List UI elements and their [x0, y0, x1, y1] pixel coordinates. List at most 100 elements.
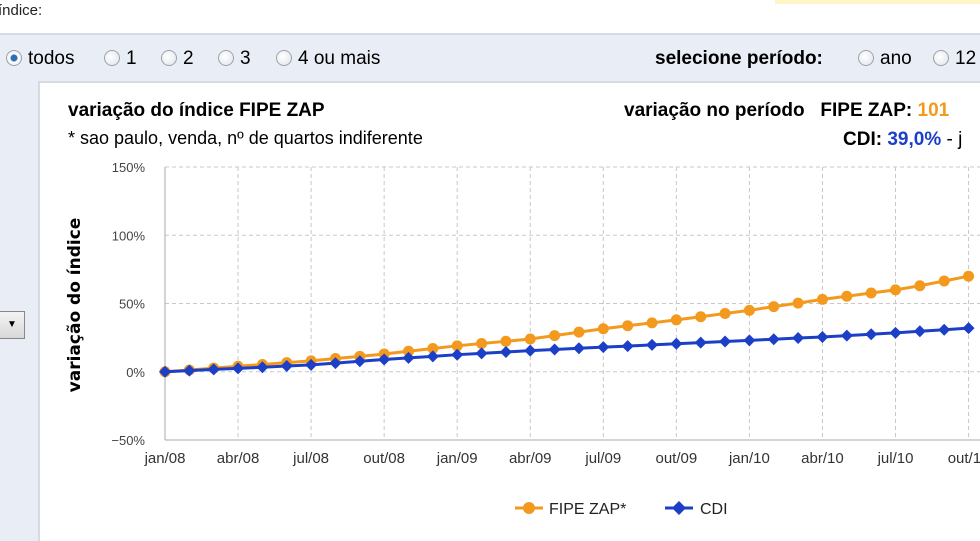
- x-tick-label: out/09: [655, 450, 697, 467]
- x-tick-label: out/08: [363, 450, 405, 467]
- series-line-fipe-zap: [164, 274, 969, 374]
- radio-label: 3: [240, 48, 251, 69]
- radio-todos[interactable]: todos: [6, 48, 74, 70]
- data-point-cdi: [280, 360, 293, 373]
- data-point-fipe-zap: [549, 330, 561, 342]
- data-point-fipe-zap: [768, 301, 780, 313]
- notice-strip: [775, 0, 980, 4]
- data-point-cdi: [499, 345, 512, 358]
- data-point-cdi: [353, 355, 366, 368]
- data-point-cdi: [962, 322, 975, 335]
- data-point-cdi: [646, 338, 658, 351]
- period-variation-label: variação no período: [624, 100, 805, 121]
- data-point-cdi: [232, 362, 245, 375]
- radio-label: 4 ou mais: [298, 48, 381, 69]
- x-tick-label: jan/10: [728, 450, 770, 467]
- data-point-fipe-zap: [890, 284, 901, 296]
- y-tick-label: 100%: [112, 228, 146, 243]
- data-point-cdi: [402, 351, 415, 364]
- x-tick-label: jan/09: [436, 450, 478, 467]
- data-point-fipe-zap: [476, 337, 488, 349]
- chart-title: variação do índice FIPE ZAP: [68, 100, 325, 121]
- radio-label: 2: [183, 48, 194, 69]
- dropdown-button[interactable]: ▼: [0, 311, 25, 339]
- sidebar: ▼: [0, 81, 40, 541]
- data-point-cdi: [426, 350, 439, 363]
- radio-icon[interactable]: [858, 50, 874, 66]
- data-point-fipe-zap: [622, 320, 634, 332]
- filter-bar: todos 1 2 3 4 ou mais selecione período:…: [0, 33, 980, 83]
- y-tick-label: 150%: [112, 160, 146, 175]
- radio-icon[interactable]: [933, 50, 949, 66]
- data-point-fipe-zap: [695, 311, 707, 323]
- data-point-cdi: [670, 337, 683, 350]
- data-point-cdi: [597, 341, 610, 354]
- radio-label: todos: [28, 48, 75, 69]
- x-tick-label: jan/08: [144, 450, 186, 467]
- data-point-cdi: [524, 344, 537, 357]
- data-point-cdi: [719, 335, 732, 348]
- data-point-fipe-zap: [841, 290, 853, 302]
- data-point-cdi: [451, 348, 464, 361]
- data-point-cdi: [548, 343, 561, 356]
- radio-icon[interactable]: [161, 50, 177, 66]
- index-label: índice:: [0, 2, 43, 19]
- data-point-fipe-zap: [646, 317, 658, 329]
- data-point-cdi: [159, 365, 171, 378]
- radio-icon[interactable]: [104, 50, 120, 66]
- radio-1[interactable]: 1: [104, 48, 137, 70]
- data-point-cdi: [694, 336, 707, 349]
- data-point-cdi: [378, 353, 391, 366]
- legend-marker-cdi: [672, 501, 686, 515]
- data-point-cdi: [792, 332, 805, 345]
- legend-label-cdi: CDI: [700, 501, 728, 518]
- data-point-cdi: [475, 347, 488, 360]
- radio-icon[interactable]: [218, 50, 234, 66]
- data-point-cdi: [913, 325, 926, 338]
- radio-4-ou-mais[interactable]: 4 ou mais: [276, 48, 380, 70]
- cdi-value: 39,0%: [887, 129, 942, 150]
- chevron-down-icon: ▼: [7, 319, 17, 330]
- radio-icon[interactable]: [6, 50, 22, 66]
- data-point-cdi: [207, 363, 220, 376]
- data-point-fipe-zap: [743, 304, 755, 316]
- data-point-cdi: [816, 330, 829, 343]
- data-point-fipe-zap: [524, 333, 536, 345]
- data-point-fipe-zap: [938, 275, 950, 287]
- x-tick-label: jul/08: [292, 450, 329, 467]
- y-tick-label: 50%: [119, 297, 145, 312]
- data-point-cdi: [621, 340, 634, 353]
- data-point-fipe-zap: [500, 335, 512, 347]
- chart-subtitle: * sao paulo, venda, nº de quartos indife…: [68, 128, 423, 148]
- period-variation: variação no período FIPE ZAP: 101: [624, 100, 949, 122]
- x-tick-label: jul/09: [584, 450, 621, 467]
- data-point-fipe-zap: [963, 270, 975, 282]
- y-tick-label: 0%: [126, 365, 145, 380]
- fipe-label: FIPE ZAP:: [820, 100, 913, 121]
- data-point-cdi: [183, 364, 196, 377]
- data-point-fipe-zap: [597, 323, 609, 335]
- x-tick-label: abr/09: [509, 450, 552, 467]
- data-point-fipe-zap: [792, 297, 804, 309]
- radio-icon[interactable]: [276, 50, 292, 66]
- data-point-fipe-zap: [573, 326, 585, 338]
- y-tick-label: −50%: [111, 433, 145, 448]
- radio-3[interactable]: 3: [218, 48, 251, 70]
- y-axis-label: variação do índice: [65, 218, 85, 393]
- radio-ano[interactable]: ano: [858, 48, 912, 70]
- radio-12[interactable]: 12: [933, 48, 976, 70]
- data-point-fipe-zap: [914, 280, 926, 292]
- legend-label-fipe-zap: FIPE ZAP*: [549, 501, 626, 518]
- data-point-cdi: [743, 334, 756, 347]
- data-point-fipe-zap: [427, 343, 439, 355]
- data-point-fipe-zap: [816, 293, 828, 305]
- cdi-label: CDI:: [843, 129, 883, 150]
- x-tick-label: out/10: [948, 450, 980, 467]
- data-point-cdi: [840, 329, 853, 342]
- legend-marker-fipe-zap: [523, 502, 535, 514]
- data-point-cdi: [865, 328, 878, 341]
- radio-2[interactable]: 2: [161, 48, 194, 70]
- x-tick-label: abr/08: [217, 450, 260, 467]
- data-point-fipe-zap: [670, 314, 682, 326]
